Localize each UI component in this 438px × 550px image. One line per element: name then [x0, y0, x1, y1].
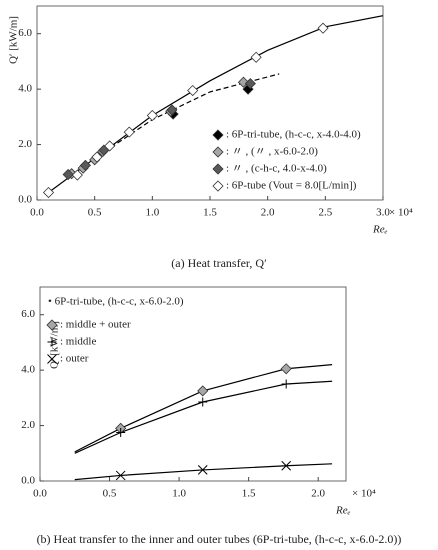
marker [280, 363, 292, 375]
x-tick-label: 1.0 [172, 488, 186, 500]
legend-label: : outer [60, 353, 89, 365]
caption: (a) Heat transfer, Q′ [171, 256, 267, 270]
marker [212, 146, 224, 158]
marker [104, 140, 116, 152]
marker [281, 460, 292, 471]
marker [197, 465, 208, 475]
marker [47, 337, 57, 347]
y-tick-label: 4.0 [21, 364, 35, 376]
marker [146, 109, 158, 122]
x-tick-label: 0.0 [30, 207, 44, 219]
y-tick-label: 2.0 [18, 138, 32, 150]
marker [91, 151, 103, 163]
marker [244, 78, 256, 90]
legend-label: : 〃 , (〃 , x-6.0-2.0) [226, 146, 318, 158]
marker [115, 470, 126, 481]
marker [198, 397, 208, 407]
x-tick-label: 2.5 [318, 207, 332, 219]
legend-label: : 6P-tri-tube, (h-c-c, x-4.0-4.0) [226, 129, 361, 141]
marker [79, 159, 92, 171]
x-tick-label: 0.5 [88, 207, 102, 219]
legend-label: : 6P-tube (Vout = 8.0[L/min]) [226, 180, 357, 192]
caption: (b) Heat transfer to the inner and outer… [37, 532, 402, 546]
y-tick-label: 0.0 [21, 475, 35, 487]
x-axis-label: Reₑ [372, 224, 388, 236]
marker [123, 126, 135, 138]
y-tick-label: 6.0 [21, 308, 35, 320]
legend-label: : 〃 , (c-h-c, 4.0-x-4.0) [226, 163, 327, 175]
x-tick-label: 1.5 [242, 488, 256, 500]
marker [281, 379, 291, 389]
marker [46, 319, 58, 331]
marker [47, 354, 57, 364]
marker [250, 51, 262, 63]
legend-box [208, 125, 378, 196]
x-tick-label: 2.0 [261, 207, 275, 219]
marker [187, 84, 199, 97]
x-tick-label: 1.0 [145, 207, 159, 219]
marker [317, 22, 329, 34]
y-tick-label: 4.0 [18, 83, 32, 95]
x-multiplier: × 10⁴ [352, 488, 376, 500]
marker [212, 163, 224, 175]
y-axis-label: Q′ [kW/m] [49, 321, 61, 369]
legend-label: : middle [60, 336, 96, 348]
x-multiplier: × 10⁴ [389, 207, 413, 219]
legend-label: : middle + outer [60, 319, 131, 331]
y-tick-label: 0.0 [18, 194, 32, 206]
x-tick-label: 3.0 [376, 207, 390, 219]
marker [166, 104, 178, 116]
marker [212, 129, 224, 141]
y-tick-label: 2.0 [21, 419, 35, 431]
x-tick-label: 0.0 [33, 488, 47, 500]
marker [62, 168, 74, 181]
x-tick-label: 2.0 [311, 488, 325, 500]
fit-curve [74, 463, 333, 481]
y-tick-label: 6.0 [18, 27, 32, 39]
marker [116, 428, 126, 437]
plot-frame [39, 286, 347, 482]
marker [71, 169, 83, 181]
x-tick-label: 0.5 [103, 488, 117, 500]
y-axis-label: Q′ [kW/m] [8, 16, 20, 64]
marker [42, 186, 55, 199]
x-tick-label: 1.5 [203, 207, 217, 219]
legend-title: • 6P-tri-tube, (h-c-c, x-6.0-2.0) [48, 296, 184, 308]
fit-curve [74, 364, 333, 453]
marker [212, 180, 224, 192]
marker [197, 385, 209, 397]
x-axis-label: Reₑ [335, 505, 351, 517]
